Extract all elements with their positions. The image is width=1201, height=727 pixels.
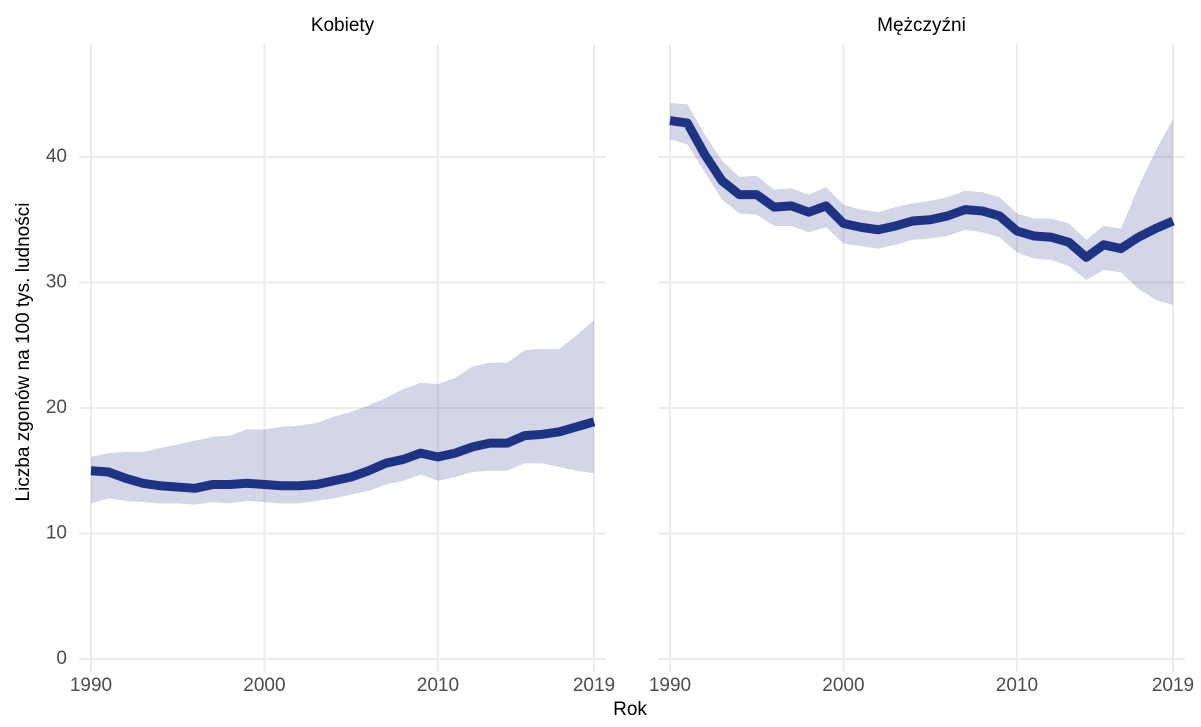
x-tick-label: 2019 <box>573 675 615 696</box>
panel-title: Kobiety <box>311 15 375 36</box>
x-tick-label: 2010 <box>996 675 1038 696</box>
panel-title: Mężczyźni <box>877 15 966 36</box>
y-tick-label: 0 <box>56 648 67 669</box>
x-tick-label: 1990 <box>649 675 691 696</box>
y-tick-label: 30 <box>46 271 67 292</box>
x-tick-label: 2000 <box>822 675 864 696</box>
confidence-band <box>91 320 594 505</box>
x-tick-label: 2019 <box>1152 675 1194 696</box>
x-axis-label: Rok <box>613 699 647 720</box>
y-tick-label: 40 <box>46 146 67 167</box>
x-tick-label: 2000 <box>243 675 285 696</box>
y-axis-label: Liczba zgonów na 100 tys. ludności <box>13 203 34 502</box>
x-tick-label: 1990 <box>70 675 112 696</box>
confidence-band <box>670 102 1173 306</box>
line <box>90 417 596 493</box>
y-tick-label: 20 <box>46 397 67 418</box>
y-tick-label: 10 <box>46 523 67 544</box>
x-tick-label: 2010 <box>417 675 459 696</box>
line <box>669 116 1175 262</box>
